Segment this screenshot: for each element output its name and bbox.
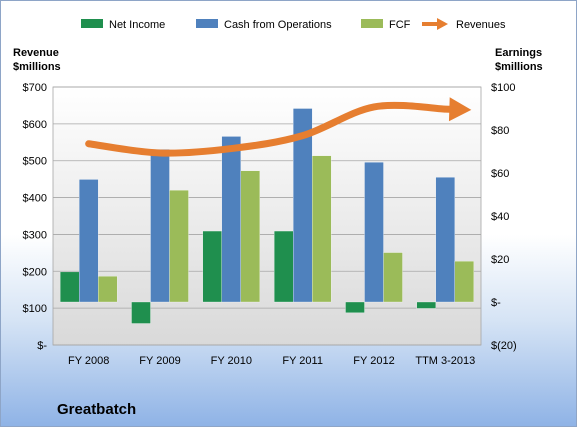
left-tick-label: $200 (23, 266, 47, 278)
revenue-line (85, 101, 457, 157)
gridlines (53, 86, 481, 346)
right-axis-title-line-1: Earnings (495, 47, 542, 59)
bar-fcf (169, 190, 189, 303)
right-tick-label: $100 (491, 82, 515, 94)
legend-swatch (361, 19, 383, 28)
right-tick-label: $40 (491, 211, 509, 223)
bar-net-income (131, 301, 151, 324)
revenue-arrowhead (448, 97, 472, 122)
bar-cash-from-operations (364, 162, 384, 303)
bar-cash-from-operations (79, 179, 99, 303)
legend-label: Cash from Operations (224, 19, 332, 31)
bar-cash-from-operations (435, 177, 455, 303)
legend-swatch (81, 19, 103, 28)
bar-fcf (312, 155, 332, 303)
right-axis-ticks: $(20) $- $20 $40 $60 $80 $100 (491, 82, 517, 352)
right-tick-label: $(20) (491, 340, 517, 352)
bar-net-income (202, 230, 222, 303)
right-tick-label: $80 (491, 125, 509, 137)
left-axis-title-line-2: $millions (13, 61, 61, 73)
legend: Net Income Cash from Operations FCF Revenue… (81, 18, 506, 31)
left-tick-label: $300 (23, 229, 47, 241)
right-axis-title-line-2: $millions (495, 61, 543, 73)
legend-swatch (196, 19, 218, 28)
bar-net-income (274, 230, 294, 303)
left-axis-title-line-1: Revenue (13, 47, 59, 59)
left-tick-label: $400 (23, 193, 47, 205)
x-axis-ticks: FY 2008 FY 2009 FY 2010 FY 2011 FY 2012 TTM 3… (68, 355, 475, 367)
legend-arrow-icon (437, 18, 448, 30)
right-tick-label: $20 (491, 254, 509, 266)
left-axis-ticks: $- $100 $200 $300 $400 $500 $600 $700 (23, 82, 48, 352)
bar-cash-from-operations (221, 136, 241, 303)
bar-net-income (60, 271, 80, 303)
bars (60, 108, 474, 324)
left-tick-label: $- (37, 340, 47, 352)
legend-label: Net Income (109, 19, 165, 31)
bar-net-income (416, 301, 436, 309)
company-name: Greatbatch (57, 401, 136, 418)
x-tick-label: FY 2011 (282, 355, 323, 367)
right-tick-label: $60 (491, 168, 509, 180)
left-tick-label: $600 (23, 119, 47, 131)
x-tick-label: TTM 3-2013 (415, 355, 475, 367)
left-tick-label: $700 (23, 82, 47, 94)
legend-label: FCF (389, 19, 411, 31)
x-tick-label: FY 2009 (139, 355, 180, 367)
bar-fcf (98, 276, 118, 303)
legend-label: Revenues (456, 19, 506, 31)
x-tick-label: FY 2008 (68, 355, 109, 367)
x-tick-label: FY 2010 (211, 355, 252, 367)
revenue-line-group (85, 97, 472, 157)
bar-cash-from-operations (150, 149, 170, 303)
x-tick-label: FY 2012 (353, 355, 394, 367)
left-tick-label: $500 (23, 156, 47, 168)
right-tick-label: $- (491, 297, 501, 309)
bar-fcf (383, 252, 403, 303)
bar-fcf (454, 260, 474, 303)
bar-fcf (240, 170, 260, 303)
bar-net-income (345, 301, 365, 313)
left-tick-label: $100 (23, 303, 47, 315)
